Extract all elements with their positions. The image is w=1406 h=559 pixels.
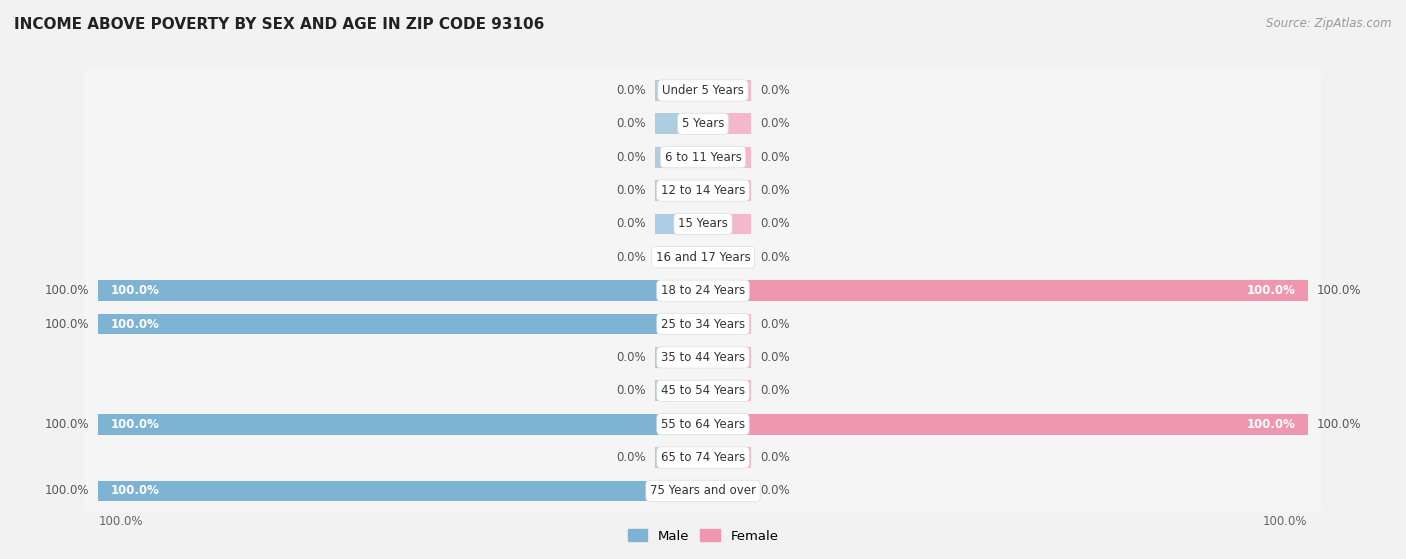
Text: 75 Years and over: 75 Years and over: [650, 485, 756, 498]
Text: 0.0%: 0.0%: [616, 184, 645, 197]
Text: 65 to 74 Years: 65 to 74 Years: [661, 451, 745, 464]
Bar: [98, 414, 703, 434]
Text: INCOME ABOVE POVERTY BY SEX AND AGE IN ZIP CODE 93106: INCOME ABOVE POVERTY BY SEX AND AGE IN Z…: [14, 17, 544, 32]
Bar: [703, 481, 751, 501]
FancyBboxPatch shape: [84, 369, 1322, 413]
Text: 0.0%: 0.0%: [761, 384, 790, 397]
FancyBboxPatch shape: [84, 436, 1322, 479]
Text: 100.0%: 100.0%: [1247, 418, 1295, 430]
Text: 0.0%: 0.0%: [761, 251, 790, 264]
Bar: [655, 113, 703, 134]
Text: 0.0%: 0.0%: [761, 217, 790, 230]
Bar: [655, 214, 703, 234]
Bar: [655, 347, 703, 368]
Bar: [703, 314, 751, 334]
Text: 0.0%: 0.0%: [616, 217, 645, 230]
FancyBboxPatch shape: [84, 336, 1322, 379]
FancyBboxPatch shape: [84, 402, 1322, 446]
Text: 0.0%: 0.0%: [761, 318, 790, 330]
FancyBboxPatch shape: [84, 69, 1322, 112]
Bar: [703, 447, 751, 468]
Bar: [703, 347, 751, 368]
Text: 100.0%: 100.0%: [1316, 418, 1361, 430]
FancyBboxPatch shape: [84, 135, 1322, 179]
Bar: [655, 147, 703, 168]
Text: 16 and 17 Years: 16 and 17 Years: [655, 251, 751, 264]
Bar: [703, 414, 1308, 434]
FancyBboxPatch shape: [84, 235, 1322, 279]
Text: 100.0%: 100.0%: [111, 318, 159, 330]
Text: 0.0%: 0.0%: [616, 151, 645, 164]
Bar: [655, 381, 703, 401]
Legend: Male, Female: Male, Female: [623, 524, 783, 548]
Text: 100.0%: 100.0%: [1263, 515, 1308, 528]
Text: 100.0%: 100.0%: [111, 485, 159, 498]
Bar: [703, 80, 751, 101]
Text: 100.0%: 100.0%: [111, 284, 159, 297]
Bar: [703, 247, 751, 268]
Bar: [703, 381, 751, 401]
Text: 6 to 11 Years: 6 to 11 Years: [665, 151, 741, 164]
Text: 0.0%: 0.0%: [761, 117, 790, 130]
Text: 5 Years: 5 Years: [682, 117, 724, 130]
Bar: [98, 280, 703, 301]
Text: 45 to 54 Years: 45 to 54 Years: [661, 384, 745, 397]
FancyBboxPatch shape: [84, 302, 1322, 346]
Bar: [703, 147, 751, 168]
Text: Under 5 Years: Under 5 Years: [662, 84, 744, 97]
FancyBboxPatch shape: [84, 202, 1322, 245]
Text: 0.0%: 0.0%: [761, 184, 790, 197]
Text: 15 Years: 15 Years: [678, 217, 728, 230]
Text: 0.0%: 0.0%: [616, 451, 645, 464]
Text: 12 to 14 Years: 12 to 14 Years: [661, 184, 745, 197]
Text: Source: ZipAtlas.com: Source: ZipAtlas.com: [1267, 17, 1392, 30]
Text: 18 to 24 Years: 18 to 24 Years: [661, 284, 745, 297]
FancyBboxPatch shape: [84, 269, 1322, 312]
Text: 100.0%: 100.0%: [98, 515, 143, 528]
Bar: [98, 481, 703, 501]
Text: 100.0%: 100.0%: [45, 318, 90, 330]
Text: 100.0%: 100.0%: [1316, 284, 1361, 297]
Text: 0.0%: 0.0%: [761, 84, 790, 97]
Text: 0.0%: 0.0%: [761, 485, 790, 498]
FancyBboxPatch shape: [84, 102, 1322, 145]
Text: 0.0%: 0.0%: [616, 117, 645, 130]
Text: 100.0%: 100.0%: [45, 418, 90, 430]
Text: 0.0%: 0.0%: [616, 251, 645, 264]
Text: 0.0%: 0.0%: [761, 151, 790, 164]
Bar: [703, 180, 751, 201]
Text: 100.0%: 100.0%: [111, 418, 159, 430]
Bar: [655, 80, 703, 101]
Text: 0.0%: 0.0%: [616, 384, 645, 397]
Bar: [703, 113, 751, 134]
Text: 100.0%: 100.0%: [45, 485, 90, 498]
Text: 100.0%: 100.0%: [45, 284, 90, 297]
Bar: [655, 447, 703, 468]
FancyBboxPatch shape: [84, 469, 1322, 513]
Bar: [98, 314, 703, 334]
Text: 100.0%: 100.0%: [1247, 284, 1295, 297]
Bar: [655, 247, 703, 268]
Text: 0.0%: 0.0%: [616, 351, 645, 364]
Bar: [703, 280, 1308, 301]
FancyBboxPatch shape: [84, 169, 1322, 212]
Text: 55 to 64 Years: 55 to 64 Years: [661, 418, 745, 430]
Text: 35 to 44 Years: 35 to 44 Years: [661, 351, 745, 364]
Bar: [655, 180, 703, 201]
Text: 0.0%: 0.0%: [761, 451, 790, 464]
Bar: [703, 214, 751, 234]
Text: 0.0%: 0.0%: [761, 351, 790, 364]
Text: 25 to 34 Years: 25 to 34 Years: [661, 318, 745, 330]
Text: 0.0%: 0.0%: [616, 84, 645, 97]
